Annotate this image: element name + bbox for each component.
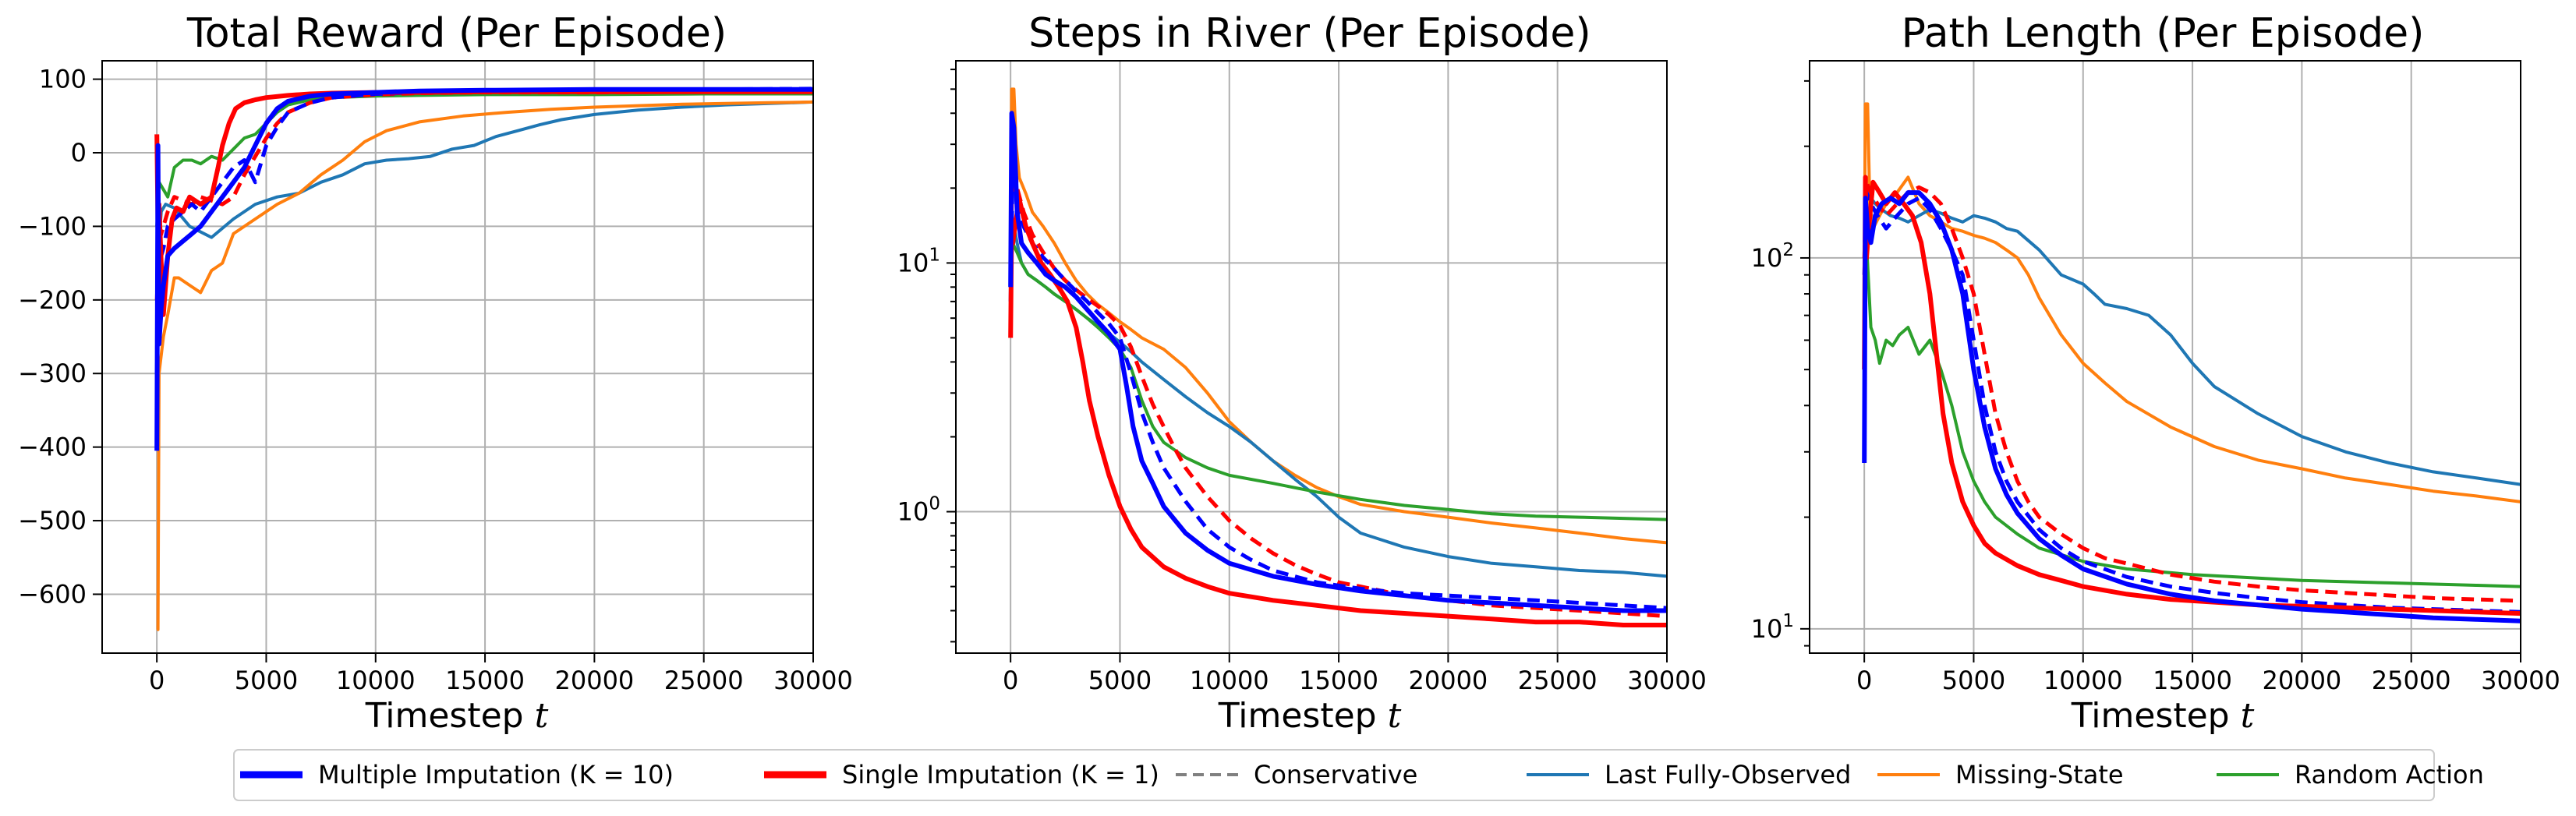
x-axis: 0 5000 10000 15000 20000 25000 30000 (149, 653, 853, 695)
chart-title: Steps in River (Per Episode) (1028, 10, 1591, 57)
x-tick-label: 25000 (1518, 666, 1598, 695)
legend-frame (233, 749, 2435, 801)
minor-ticks (950, 69, 956, 643)
y-tick-label: 100 (897, 494, 940, 527)
x-tick-label: 20000 (2262, 666, 2341, 695)
x-tick-label: 0 (1003, 666, 1018, 695)
x-tick-label: 5000 (1088, 666, 1152, 695)
series-line-multiple-imputation-k-10 (154, 87, 813, 451)
y-tick-label: 100 (39, 65, 87, 94)
chart-title: Path Length (Per Episode) (1902, 10, 2425, 57)
plot-area: 0 5000 10000 15000 20000 25000 30000 100 0 −100 −2… (18, 60, 853, 695)
series-line-multiple-imputation-k-10 (1008, 111, 1667, 613)
legend-items: Multiple Imputation (K = 10) Single Imput… (240, 760, 2484, 790)
x-tick-label: 10000 (2043, 666, 2123, 695)
legend-item-single-imputation-k-1: Single Imputation (K = 1) (764, 760, 1159, 790)
y-tick-label: 101 (1751, 611, 1794, 644)
chart-path-length: Path Length (Per Episode) 0 5000 10000 1500… (1751, 10, 2560, 736)
y-axis: 100 0 −100 −200 −300 −400 −500 −600 (18, 65, 102, 609)
chart-steps-in-river: Steps in River (Per Episode) 0 5000 10000 1… (897, 10, 1707, 736)
series-lines (1862, 102, 2521, 623)
legend-label: Conservative (1254, 760, 1417, 790)
y-tick-label: 0 (71, 138, 87, 168)
legend-label: Missing-State (1955, 760, 2124, 790)
series-line-missing-state (156, 100, 813, 631)
series-line-multiple-imputation-k-10-dashed (1008, 161, 1667, 610)
plot-frame (1809, 60, 2521, 654)
y-tick-label: −200 (18, 285, 87, 315)
legend-label: Multiple Imputation (K = 10) (318, 760, 674, 790)
x-axis-label: Timestep t (1218, 696, 1402, 736)
x-tick-label: 15000 (445, 666, 525, 695)
chart-total-reward: Total Reward (Per Episode) 0 5000 10000 150… (18, 10, 853, 736)
legend-item-last-fully-observed: Last Fully-Observed (1527, 760, 1851, 790)
series-line-random-action (1009, 242, 1667, 521)
legend-item-random-action: Random Action (2217, 760, 2484, 790)
y-tick-label: −400 (18, 433, 87, 462)
legend-item-missing-state: Missing-State (1877, 760, 2124, 790)
x-tick-label: 10000 (336, 666, 416, 695)
series-line-single-imputation-k-1-dashed (1862, 180, 2521, 603)
x-tick-label: 20000 (1408, 666, 1488, 695)
x-tick-label: 5000 (1942, 666, 2005, 695)
series-lines (154, 87, 813, 631)
x-tick-label: 20000 (554, 666, 634, 695)
legend-label: Random Action (2295, 760, 2484, 790)
x-tick-label: 30000 (773, 666, 853, 695)
plot-frame (955, 60, 1668, 654)
legend: Multiple Imputation (K = 10) Single Imput… (233, 749, 2484, 801)
legend-label: Single Imputation (K = 1) (842, 760, 1159, 790)
y-tick-label: −600 (18, 579, 87, 609)
series-line-multiple-imputation-k-10-dashed (1862, 190, 2521, 614)
y-tick-label: −500 (18, 506, 87, 535)
x-tick-label: 30000 (2481, 666, 2560, 695)
x-tick-label: 25000 (664, 666, 744, 695)
y-tick-label: 101 (897, 245, 940, 277)
gridlines (1810, 61, 2521, 653)
plot-area: 0 5000 10000 15000 20000 25000 30000 101 100 (897, 60, 1707, 695)
x-tick-label: 15000 (1299, 666, 1378, 695)
x-tick-label: 15000 (2153, 666, 2232, 695)
plot-area: 0 5000 10000 15000 20000 25000 30000 102 101 (1751, 60, 2560, 695)
chart-title: Total Reward (Per Episode) (186, 10, 727, 57)
x-tick-label: 25000 (2372, 666, 2451, 695)
y-tick-label: 102 (1751, 240, 1794, 273)
series-line-last-fully-observed (155, 100, 813, 447)
x-tick-label: 10000 (1190, 666, 1269, 695)
minor-ticks (1804, 79, 1810, 647)
x-tick-label: 5000 (235, 666, 298, 695)
legend-label: Last Fully-Observed (1605, 760, 1851, 790)
x-axis-label: Timestep t (2071, 696, 2255, 736)
series-line-multiple-imputation-k-10 (1862, 190, 2521, 623)
legend-item-conservative: Conservative (1176, 760, 1417, 790)
gridlines (102, 61, 814, 653)
x-axis-label: Timestep t (365, 696, 549, 736)
y-tick-label: −300 (18, 359, 87, 388)
x-tick-label: 30000 (1627, 666, 1707, 695)
plot-frame (101, 60, 814, 654)
x-tick-label: 0 (149, 666, 165, 695)
series-line-random-action (1863, 241, 2521, 588)
x-axis: 0 5000 10000 15000 20000 25000 30000 (1003, 653, 1707, 695)
series-line-random-action (155, 92, 813, 227)
y-axis: 102 101 (1751, 240, 1810, 644)
y-tick-label: −100 (18, 211, 87, 241)
series-lines (1008, 87, 1667, 627)
x-tick-label: 0 (1856, 666, 1872, 695)
series-line-missing-state (1009, 87, 1667, 545)
legend-item-multiple-imputation-k-10: Multiple Imputation (K = 10) (240, 760, 674, 790)
x-axis: 0 5000 10000 15000 20000 25000 30000 (1856, 653, 2560, 695)
series-line-single-imputation-k-1 (1008, 197, 1667, 627)
y-axis: 101 100 (897, 245, 956, 527)
gridlines (956, 61, 1668, 653)
